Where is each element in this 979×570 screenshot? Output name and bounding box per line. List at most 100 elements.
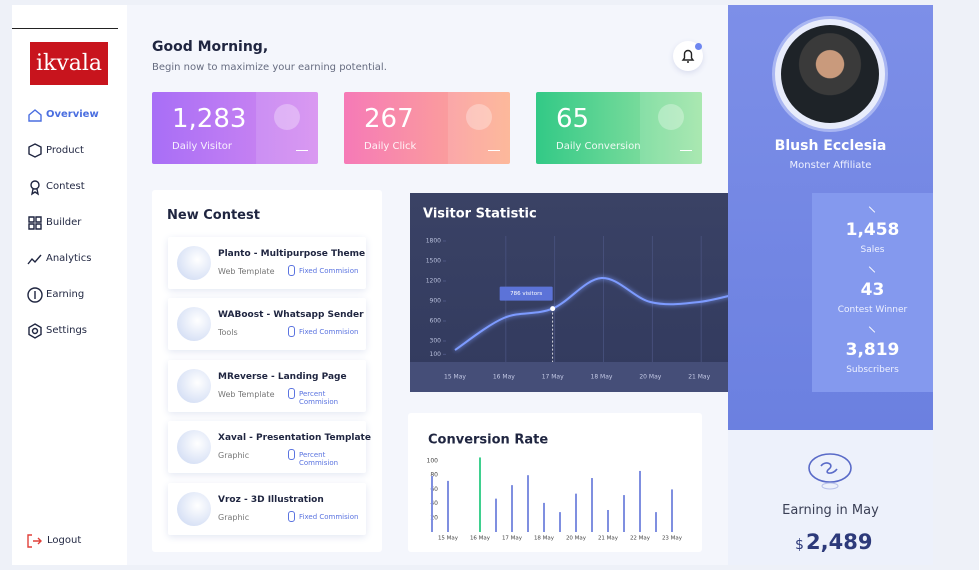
nav-label: Contest <box>46 181 85 192</box>
card-icon <box>466 104 492 130</box>
earning-title: Earning in May <box>782 503 879 518</box>
x-tick-label: 21 May <box>688 374 710 381</box>
card-icon <box>274 104 300 130</box>
chart-title: Visitor Statistic <box>423 207 537 222</box>
contest-title: Vroz - 3D Illustration <box>218 494 324 505</box>
contest-thumbnail <box>177 491 211 526</box>
logout-icon <box>27 534 42 548</box>
stat-label: Daily Click <box>364 141 417 152</box>
profile-stat-label: Sales <box>860 245 885 255</box>
nav-item[interactable]: Analytics <box>26 250 116 268</box>
nav-item[interactable]: Contest <box>26 178 116 196</box>
commission-icon <box>288 510 295 522</box>
contest-commission: Percent Commision <box>299 389 339 406</box>
card-shade <box>256 92 318 164</box>
contest-category: Web Template <box>218 389 275 399</box>
hover-point <box>550 306 556 312</box>
bar <box>511 485 513 532</box>
stat-value: 65 <box>556 104 590 134</box>
commission-icon <box>288 265 295 276</box>
card-arrow <box>488 150 500 151</box>
icon-shape <box>28 216 42 230</box>
nav-item[interactable]: Overview <box>26 106 116 124</box>
y-tick-label: 1200 <box>426 278 441 285</box>
bar <box>527 475 529 532</box>
profile-name: Blush Ecclesia <box>774 138 887 154</box>
contest-item[interactable]: Planto - Multipurpose Theme Web Template F… <box>168 237 366 289</box>
icon-shape <box>27 254 42 265</box>
earning-amount: 2,489 <box>806 530 873 554</box>
nav-icon <box>28 109 42 122</box>
conversion-chart: Conversion Rate 20 40 60 80 100 15 May 16 May 1… <box>427 433 683 542</box>
x-tick-label: 18 May <box>534 536 555 542</box>
tooltip-text: 786 visitors <box>510 291 542 297</box>
logout-button[interactable]: Logout <box>26 532 96 550</box>
card-icon <box>658 104 684 130</box>
profile-stat-label: Subscribers <box>846 365 899 375</box>
commission-icon <box>288 449 295 461</box>
notification-dot <box>695 43 702 50</box>
card-shade <box>448 92 510 164</box>
nav-item[interactable]: Product <box>26 142 116 160</box>
chart-title: Conversion Rate <box>428 433 548 448</box>
contest-category: Graphic <box>218 451 250 461</box>
contest-item[interactable]: MReverse - Landing Page Web Template Perce… <box>168 359 366 412</box>
nav-item[interactable]: Settings <box>26 322 116 340</box>
contest-title: New Contest <box>167 208 260 223</box>
nav-label: Overview <box>46 109 99 120</box>
stat-card[interactable]: 1,283 Daily Visitor <box>152 92 318 164</box>
bar <box>591 478 593 532</box>
contest-item[interactable]: WABoost - Whatsapp Sender Tools Fixed Comm… <box>168 298 366 351</box>
bar <box>655 512 657 532</box>
nav-label: Product <box>46 145 84 156</box>
contest-thumbnail <box>177 307 211 342</box>
contest-thumbnail <box>177 430 211 465</box>
contest-title: WABoost - Whatsapp Sender <box>218 310 364 321</box>
contest-title: Xaval - Presentation Template <box>218 433 371 444</box>
y-tick-label: 100 <box>427 458 439 465</box>
contest-item[interactable]: Vroz - 3D Illustration Graphic Fixed Commi… <box>168 482 366 535</box>
trend-arrow <box>868 266 876 273</box>
contest-category: Tools <box>218 328 238 338</box>
nav-icon <box>30 180 40 196</box>
x-tick-label: 22 May <box>630 536 651 542</box>
y-tick-label: 40 <box>430 500 438 507</box>
bar <box>607 509 609 532</box>
icon-shape <box>27 287 43 303</box>
bar <box>575 493 577 532</box>
nav-icon <box>27 287 43 303</box>
x-tick-label: 17 May <box>542 374 564 381</box>
nav-item[interactable]: Earning <box>26 286 116 304</box>
x-tick-label: 18 May <box>591 374 613 381</box>
icon-shape <box>27 534 42 548</box>
card-arrow <box>296 150 308 151</box>
bar <box>495 498 497 532</box>
profile-stat-value: 43 <box>860 280 885 300</box>
greeting: Good Morning, <box>152 39 269 55</box>
profile-stats: 1,458 Sales 43 Contest Winner 3,819 Subscribe… <box>812 193 933 392</box>
logo: ikvala <box>30 42 108 85</box>
y-tick-label: 60 <box>430 486 438 493</box>
x-tick-label: 16 May <box>493 374 515 381</box>
profile-stat-label: Contest Winner <box>837 305 908 315</box>
nav-label: Settings <box>46 325 88 336</box>
y-tick-label: 100 <box>430 351 442 358</box>
bar <box>639 470 641 532</box>
bar <box>479 457 481 532</box>
stat-value: 267 <box>364 104 414 134</box>
contest-commission: Fixed Commision <box>299 267 359 275</box>
nav-label: Analytics <box>46 253 92 264</box>
y-tick-label: 20 <box>430 514 438 521</box>
contest-item[interactable]: Xaval - Presentation Template Graphic Perc… <box>168 421 371 474</box>
contest-category: Graphic <box>218 512 250 522</box>
stat-card[interactable]: 65 Daily Conversion <box>536 92 702 164</box>
x-tick-label: 17 May <box>502 536 523 542</box>
y-tick-label: 900 <box>430 298 442 305</box>
contest-commission: Fixed Commision <box>299 512 359 521</box>
earning-card <box>728 430 933 565</box>
nav-item[interactable]: Builder <box>26 214 116 232</box>
y-tick-label: 600 <box>430 318 442 325</box>
contest-category: Web Template <box>218 267 275 276</box>
stat-card[interactable]: 267 Daily Click <box>344 92 510 164</box>
